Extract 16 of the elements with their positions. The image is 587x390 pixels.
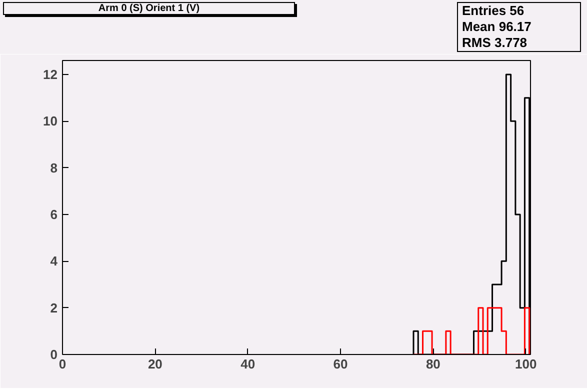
text: Mean 96.17	[462, 19, 532, 35]
y-tick-label: 2	[50, 300, 58, 316]
text: Entries 56	[462, 3, 526, 19]
y-tick-label: 12	[43, 67, 58, 82]
y-tick-label: 6	[50, 207, 58, 222]
x-tick-label: 80	[426, 356, 440, 372]
y-tick-label: 8	[50, 160, 58, 176]
x-tick-label: 40	[240, 356, 256, 372]
text: RMS 3.778	[462, 35, 528, 51]
x-tick-label: 100	[515, 356, 537, 372]
y-tick-label: 0	[50, 347, 58, 362]
y-tick-label: 4	[50, 254, 58, 269]
x-tick-label: 60	[333, 356, 348, 372]
x-tick-label: 20	[148, 356, 162, 372]
y-tick-label: 10	[43, 114, 58, 129]
chart-title: Arm 0 (S) Orient 1 (V)	[3, 2, 295, 15]
